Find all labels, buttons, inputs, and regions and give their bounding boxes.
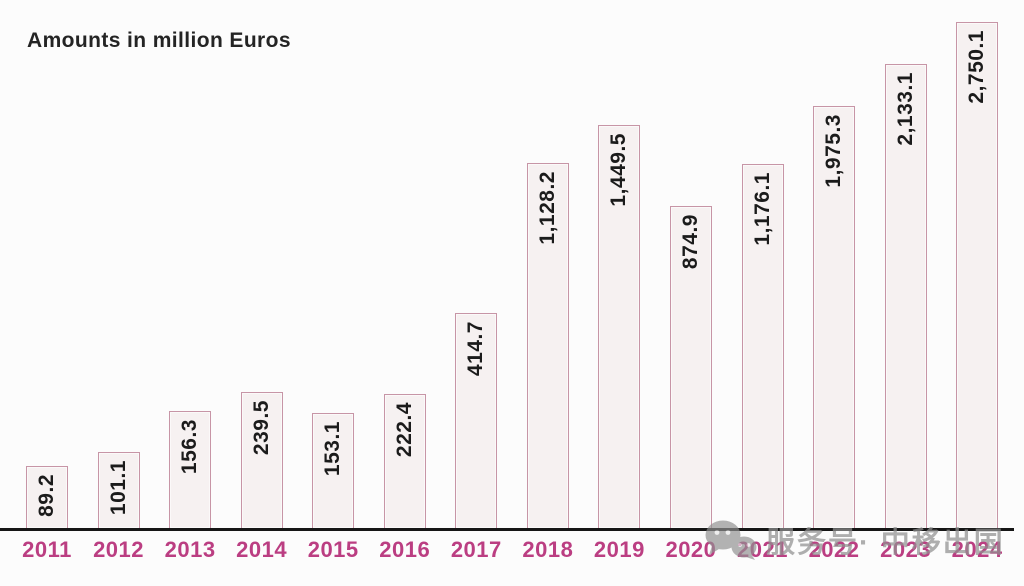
bar-2013: 156.3 — [169, 411, 212, 528]
bar-value-label: 101.1 — [106, 460, 130, 516]
bar-2024: 2,750.1 — [956, 22, 999, 528]
chart-title: Amounts in million Euros — [27, 29, 291, 52]
x-axis-line — [0, 528, 1014, 531]
bar-value-label: 1,449.5 — [607, 133, 631, 207]
bar-2023: 2,133.1 — [884, 64, 927, 528]
x-tick-2024: 2024 — [951, 537, 1003, 562]
bar-value-label: 222.4 — [392, 402, 416, 458]
bar-2022: 1,975.3 — [813, 106, 856, 528]
bar-2012: 101.1 — [97, 452, 140, 528]
x-tick-2011: 2011 — [22, 537, 72, 562]
x-tick-2022: 2022 — [808, 537, 860, 562]
bar-value-label: 1,975.3 — [822, 114, 846, 188]
bar-2016: 222.4 — [383, 394, 426, 528]
bar-value-label: 239.5 — [249, 400, 273, 456]
bar-value-label: 1,128.2 — [535, 171, 559, 245]
x-tick-2023: 2023 — [880, 537, 932, 562]
x-tick-2012: 2012 — [93, 537, 145, 562]
x-tick-2014: 2014 — [236, 537, 288, 562]
bar-2017: 414.7 — [455, 313, 498, 528]
bar-value-label: 874.9 — [678, 214, 702, 270]
bar-2011: 89.2 — [26, 466, 68, 528]
bar-value-label: 1,176.1 — [750, 172, 774, 246]
x-tick-2021: 2021 — [737, 537, 788, 562]
bar-2020: 874.9 — [669, 206, 712, 528]
x-tick-2013: 2013 — [164, 537, 216, 562]
bar-2015: 153.1 — [312, 413, 355, 528]
bar-value-label: 2,750.1 — [965, 30, 989, 104]
x-tick-2015: 2015 — [307, 537, 359, 562]
x-tick-2018: 2018 — [522, 537, 574, 562]
bar-value-label: 153.1 — [321, 421, 345, 477]
bar-value-label: 2,133.1 — [893, 72, 917, 146]
bar-2021: 1,176.1 — [741, 164, 784, 528]
bar-2019: 1,449.5 — [598, 125, 641, 528]
x-tick-2020: 2020 — [665, 537, 717, 562]
bar-2018: 1,128.2 — [526, 163, 569, 528]
bar-2014: 239.5 — [240, 392, 283, 528]
x-tick-2017: 2017 — [450, 537, 502, 562]
x-tick-2016: 2016 — [379, 537, 431, 562]
bar-value-label: 414.7 — [464, 321, 488, 377]
x-tick-2019: 2019 — [593, 537, 645, 562]
bar-value-label: 156.3 — [178, 419, 202, 475]
bar-value-label: 89.2 — [35, 474, 58, 517]
